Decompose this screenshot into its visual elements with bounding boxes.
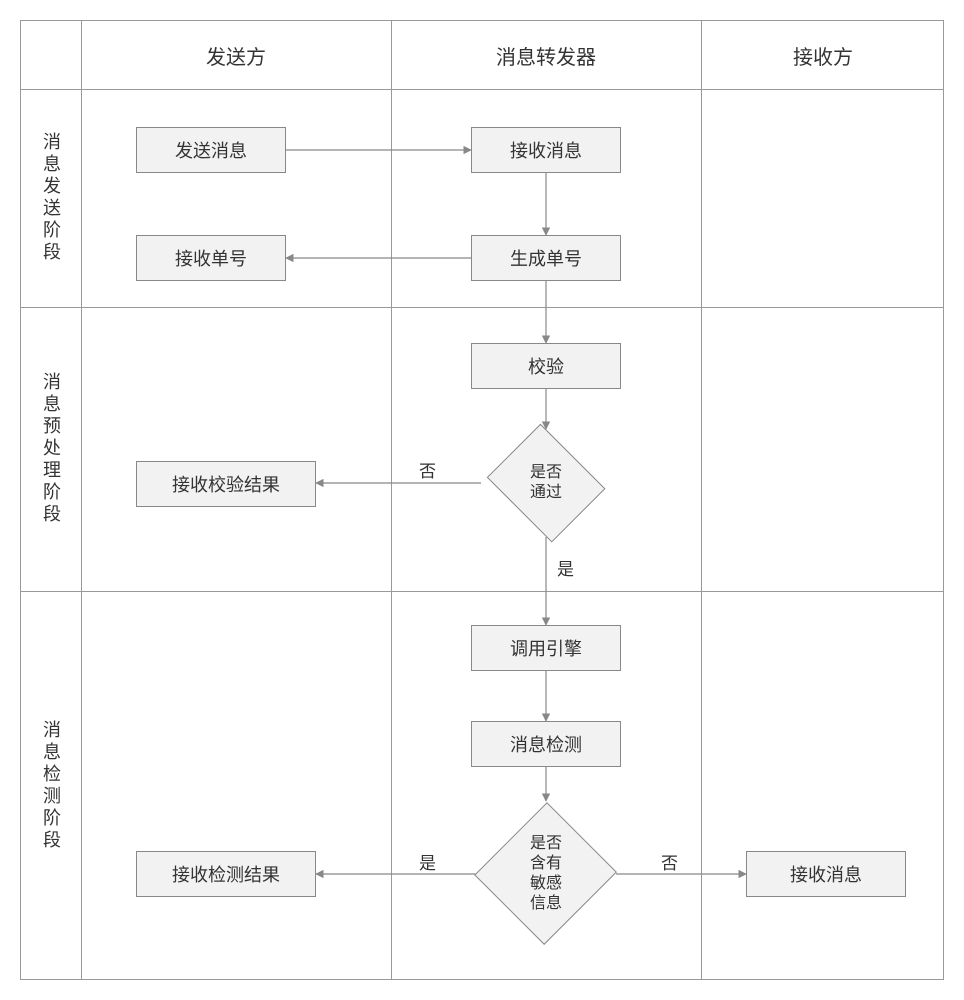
node-send_msg: 发送消息	[136, 127, 286, 173]
node-verify: 校验	[471, 343, 621, 389]
col-divider-0	[81, 21, 82, 979]
edge-label-10: 否	[661, 849, 678, 874]
node-sensitive_decision: 是否含有敏感信息	[476, 801, 616, 947]
row-divider-0	[21, 89, 943, 90]
row-divider-2	[21, 591, 943, 592]
node-msg_detect: 消息检测	[471, 721, 621, 767]
phase-text: 消息检测阶段	[38, 720, 64, 852]
lane-header-label: 消息转发器	[496, 41, 596, 70]
phase-text: 消息预处理阶段	[38, 372, 64, 526]
edge-label-9: 是	[419, 849, 436, 874]
swimlane-diagram: 发送方 消息转发器 接收方 消息发送阶段 消息预处理阶段 消息检测阶段 发送消息…	[20, 20, 944, 980]
node-pass_decision: 是否通过	[481, 429, 611, 537]
col-divider-1	[391, 21, 392, 979]
row-divider-1	[21, 307, 943, 308]
node-gen_order: 生成单号	[471, 235, 621, 281]
edge-label-5: 否	[419, 457, 436, 482]
node-final_receive: 接收消息	[746, 851, 906, 897]
node-receive_detect: 接收检测结果	[136, 851, 316, 897]
lane-header-receiver: 接收方	[701, 21, 945, 89]
phase-label-detect: 消息检测阶段	[21, 591, 81, 981]
phase-text: 消息发送阶段	[38, 132, 64, 264]
phase-label-send: 消息发送阶段	[21, 89, 81, 307]
lane-header-forwarder: 消息转发器	[391, 21, 701, 89]
lane-header-sender: 发送方	[81, 21, 391, 89]
edge-label-6: 是	[557, 555, 574, 580]
lane-header-label: 接收方	[793, 41, 853, 70]
node-receive_msg: 接收消息	[471, 127, 621, 173]
node-receive_order: 接收单号	[136, 235, 286, 281]
lane-header-label: 发送方	[206, 41, 266, 70]
node-receive_verify: 接收校验结果	[136, 461, 316, 507]
col-divider-2	[701, 21, 702, 979]
phase-label-preprocess: 消息预处理阶段	[21, 307, 81, 591]
node-call_engine: 调用引擎	[471, 625, 621, 671]
